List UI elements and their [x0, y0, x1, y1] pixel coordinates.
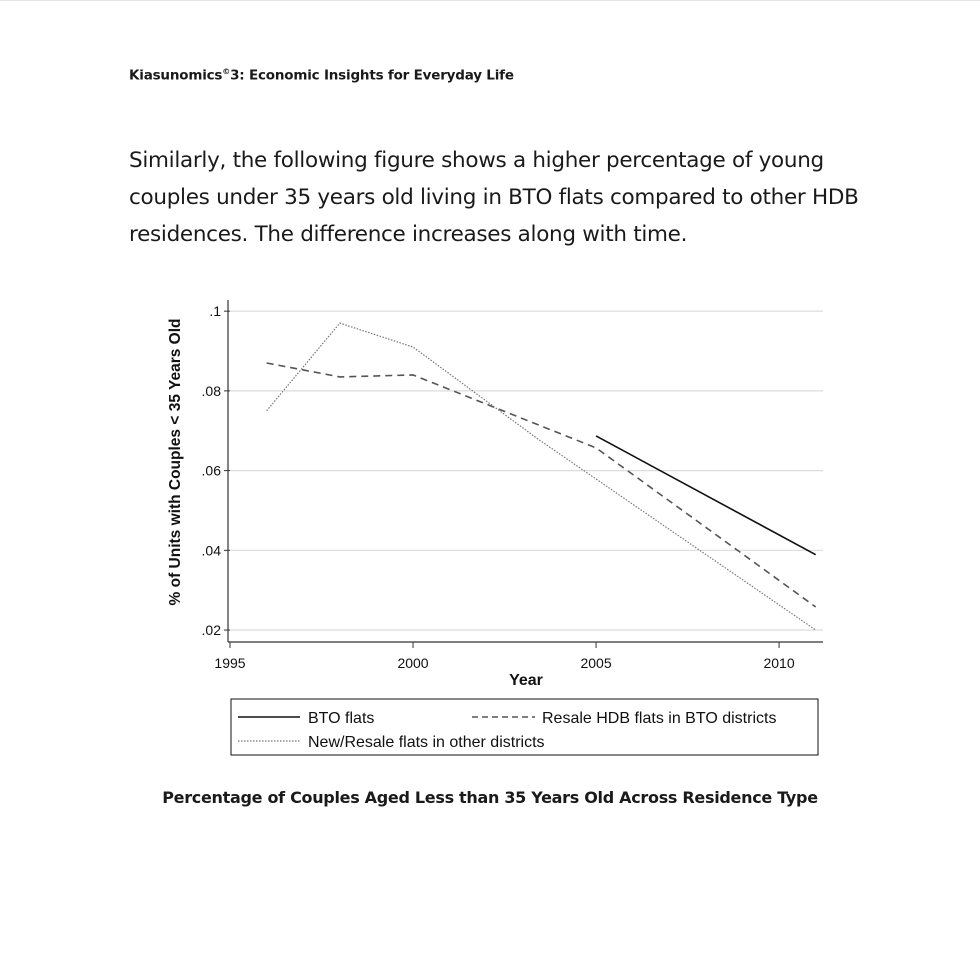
series-line-other-districts: [266, 322, 817, 631]
series-line-bto-flats: [595, 435, 817, 556]
chart-legend: BTO flats Resale HDB flats in BTO distri…: [230, 698, 819, 756]
legend-label-resale: Resale HDB flats in BTO districts: [542, 710, 776, 727]
legend-label-other: New/Resale flats in other districts: [308, 734, 545, 751]
y-axis-label: % of Units with Couples < 35 Years Old: [167, 319, 184, 606]
header-title: Kiasunomics: [129, 67, 223, 84]
y-tick-label: .04: [202, 542, 222, 558]
page-top-border: [0, 0, 980, 1]
header-copyright: ©: [222, 67, 231, 76]
series-line-resale-bto-districts: [266, 362, 817, 608]
x-tick-label: 2005: [580, 655, 611, 671]
x-tick-label: 1995: [214, 655, 245, 671]
header-subtitle: 3: Economic Insights for Everyday Life: [230, 67, 514, 84]
figure-caption: Percentage of Couples Aged Less than 35 …: [162, 788, 818, 807]
x-tick-label: 2000: [397, 655, 428, 671]
y-tick-label: .1: [209, 303, 221, 319]
running-header: Kiasunomics©3: Economic Insights for Eve…: [129, 67, 514, 84]
x-axis-label: Year: [509, 672, 543, 689]
y-tick-label: .02: [202, 622, 222, 638]
x-tick-label: 2010: [763, 655, 794, 671]
body-paragraph: Similarly, the following figure shows a …: [129, 148, 859, 247]
legend-label-bto: BTO flats: [308, 710, 374, 727]
y-tick-label: .08: [202, 383, 222, 399]
y-tick-label: .06: [202, 463, 222, 479]
